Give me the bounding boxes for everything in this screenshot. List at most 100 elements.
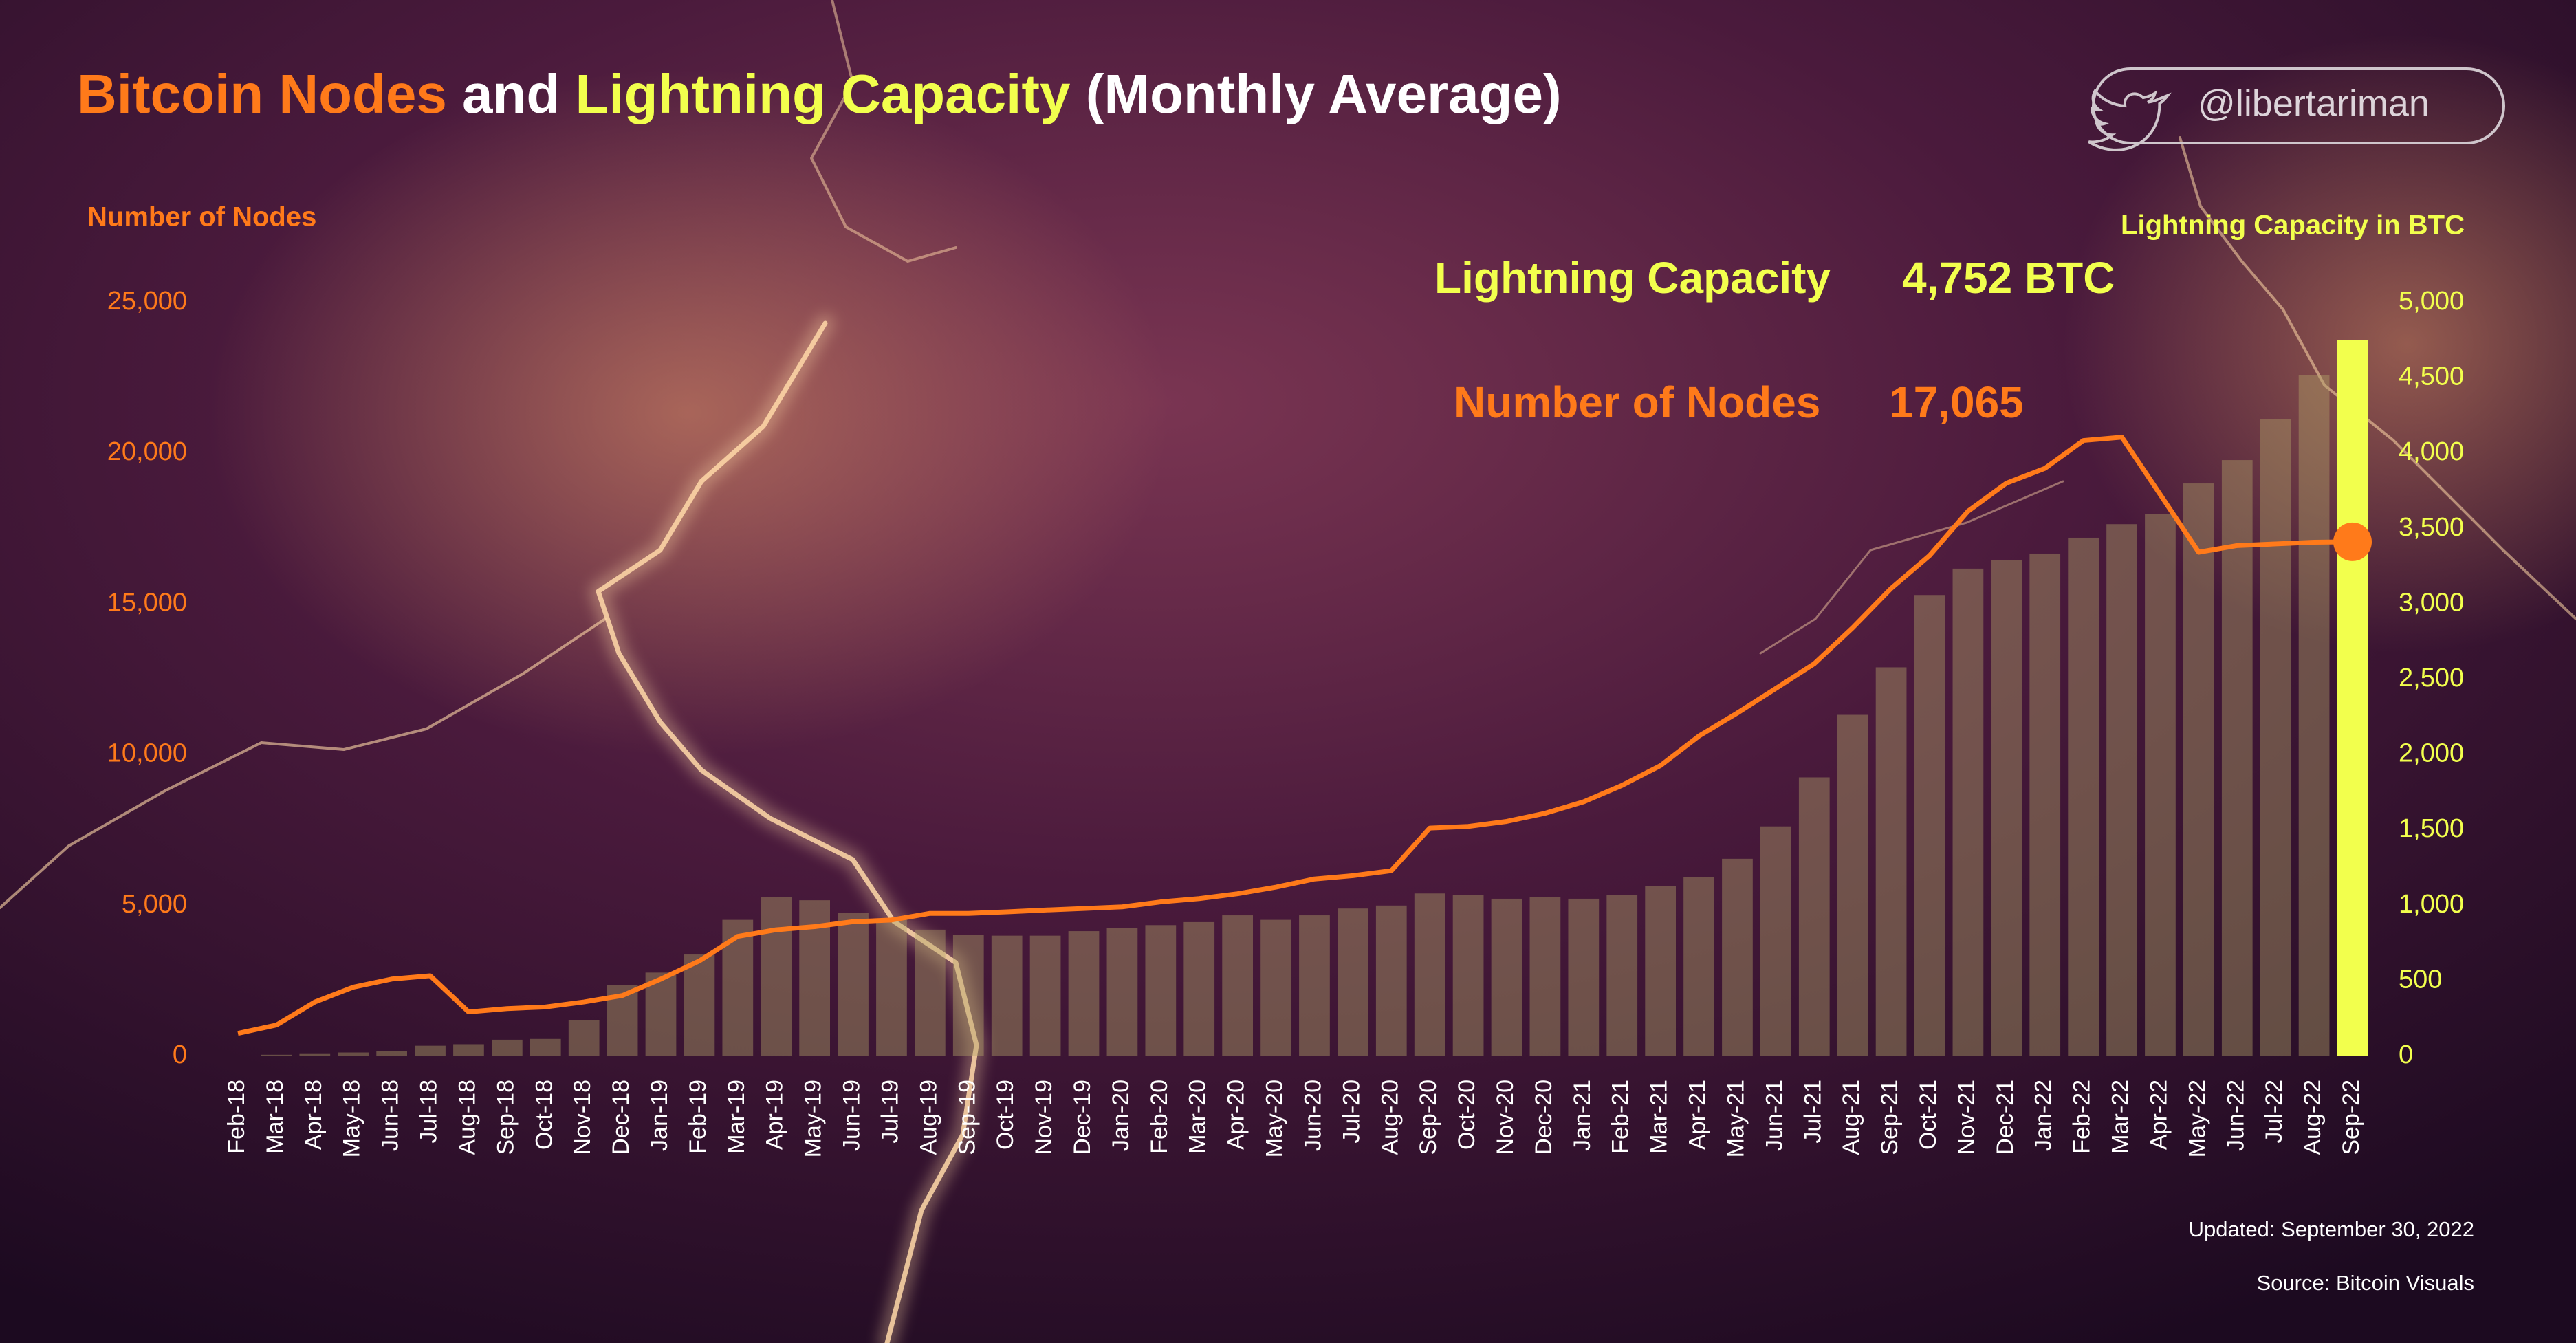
y-tick-label: 0 [2399,1040,2413,1069]
bar [2106,524,2137,1056]
x-tick-label: Jun-21 [1761,1080,1787,1151]
bar [1106,928,1138,1056]
x-tick-label: Jan-21 [1569,1080,1595,1151]
x-tick-label: Sep-18 [492,1080,519,1155]
bar [2298,375,2330,1056]
x-tick-label: Jan-19 [646,1080,673,1151]
twitter-icon [2088,88,2172,151]
bar [1299,915,1330,1056]
x-tick-label: Jun-19 [839,1080,865,1151]
x-tick-label: Feb-22 [2069,1080,2095,1154]
bar [338,1052,369,1056]
x-tick-label: Aug-18 [454,1080,480,1155]
bar [1414,893,1445,1056]
bar [568,1020,600,1056]
bar [876,919,907,1056]
y-tick-label: 3,500 [2399,513,2464,542]
annotation: Number of Nodes [1454,378,1820,427]
background-glow [2063,34,2576,653]
bar [1760,826,1791,1056]
x-tick-label: Aug-21 [1838,1080,1864,1155]
line [237,435,2353,1036]
bar [1145,925,1177,1056]
title-part: Bitcoin Nodes [77,63,447,124]
bar [915,929,946,1056]
x-tick-label: Mar-19 [723,1080,750,1154]
bar [1568,898,1600,1056]
bar [1491,898,1522,1056]
y-tick-label: 1,000 [2399,890,2464,919]
y2-axis-title: Lightning Capacity in BTC [2121,210,2465,241]
bar [2183,483,2214,1056]
y-tick-label: 2,000 [2399,739,2464,768]
bar [2145,514,2176,1056]
x-tick-label: Feb-18 [223,1080,250,1154]
x-tick-label: Aug-19 [915,1080,941,1155]
x-tick-label: Jul-19 [877,1080,903,1144]
end-marker [2333,522,2372,561]
x-tick-label: May-18 [339,1080,365,1157]
title-part: and [462,63,560,124]
x-tick-label: Apr-18 [301,1080,327,1150]
x-tick-label: Oct-21 [1915,1080,1941,1150]
bar [761,897,792,1056]
x-tick-label: Sep-20 [1415,1080,1441,1155]
x-tick-label: Dec-19 [1069,1080,1095,1155]
x-tick-label: Mar-22 [2108,1080,2134,1154]
bar [1875,667,1907,1056]
x-tick-label: Jun-18 [378,1080,404,1151]
x-tick-label: Jan-22 [2031,1080,2057,1151]
y-axis-title: Number of Nodes [87,202,316,232]
bar [1991,560,2022,1056]
annotation-value: 17,065 [1889,378,2024,427]
bar [2221,460,2253,1056]
x-tick-label: Oct-20 [1454,1080,1480,1150]
x-tick-label: Nov-20 [1492,1080,1518,1155]
y-tick-label: 500 [2399,965,2442,994]
x-tick-label: Nov-19 [1031,1080,1057,1155]
x-tick-label: Jul-22 [2261,1080,2287,1144]
x-tick-label: Mar-21 [1646,1080,1672,1154]
x-tick-label: Apr-21 [1685,1080,1711,1150]
x-tick-label: Jan-20 [1108,1080,1134,1151]
x-tick-label: Oct-18 [531,1080,557,1150]
bar [415,1045,446,1056]
y-tick-label: 2,500 [2399,664,2464,692]
bar [1914,595,1945,1056]
bar [530,1038,561,1056]
x-tick-label: Jul-18 [416,1080,442,1144]
bar [991,935,1023,1056]
x-tick-label: Aug-20 [1377,1080,1403,1155]
bar [1683,877,1714,1056]
bar [376,1051,407,1056]
x-tick-label: Dec-20 [1531,1080,1557,1155]
x-tick-label: Dec-18 [608,1080,634,1155]
y-tick-label: 4,000 [2399,437,2464,466]
x-tick-label: Dec-21 [1992,1080,2018,1155]
y-tick-label: 25,000 [107,287,187,316]
x-tick-label: May-22 [2184,1080,2210,1157]
x-tick-label: Apr-22 [2146,1080,2172,1150]
bar [1722,858,1753,1056]
x-tick-label: May-21 [1723,1080,1749,1157]
annotation-value: 4,752 BTC [1902,253,2115,303]
x-tick-label: Jul-20 [1338,1080,1364,1144]
handle-badge: @libertariman [2088,67,2505,151]
x-tick-label: Oct-19 [992,1080,1018,1150]
bar [261,1054,292,1056]
y-tick-label: 3,000 [2399,588,2464,617]
footer-source: Source: Bitcoin Visuals [2257,1271,2474,1295]
bar [684,954,715,1056]
x-tick-label: Jun-22 [2223,1080,2249,1151]
bar [1645,886,1676,1056]
handle: @libertariman [2198,83,2430,124]
x-tick-label: Sep-22 [2338,1080,2364,1155]
bar [1529,897,1561,1056]
x-tick-label: Aug-22 [2300,1080,2326,1155]
title-part: (Monthly Average) [1086,63,1562,124]
y-tick-label: 15,000 [107,588,187,617]
bar [1222,915,1253,1056]
